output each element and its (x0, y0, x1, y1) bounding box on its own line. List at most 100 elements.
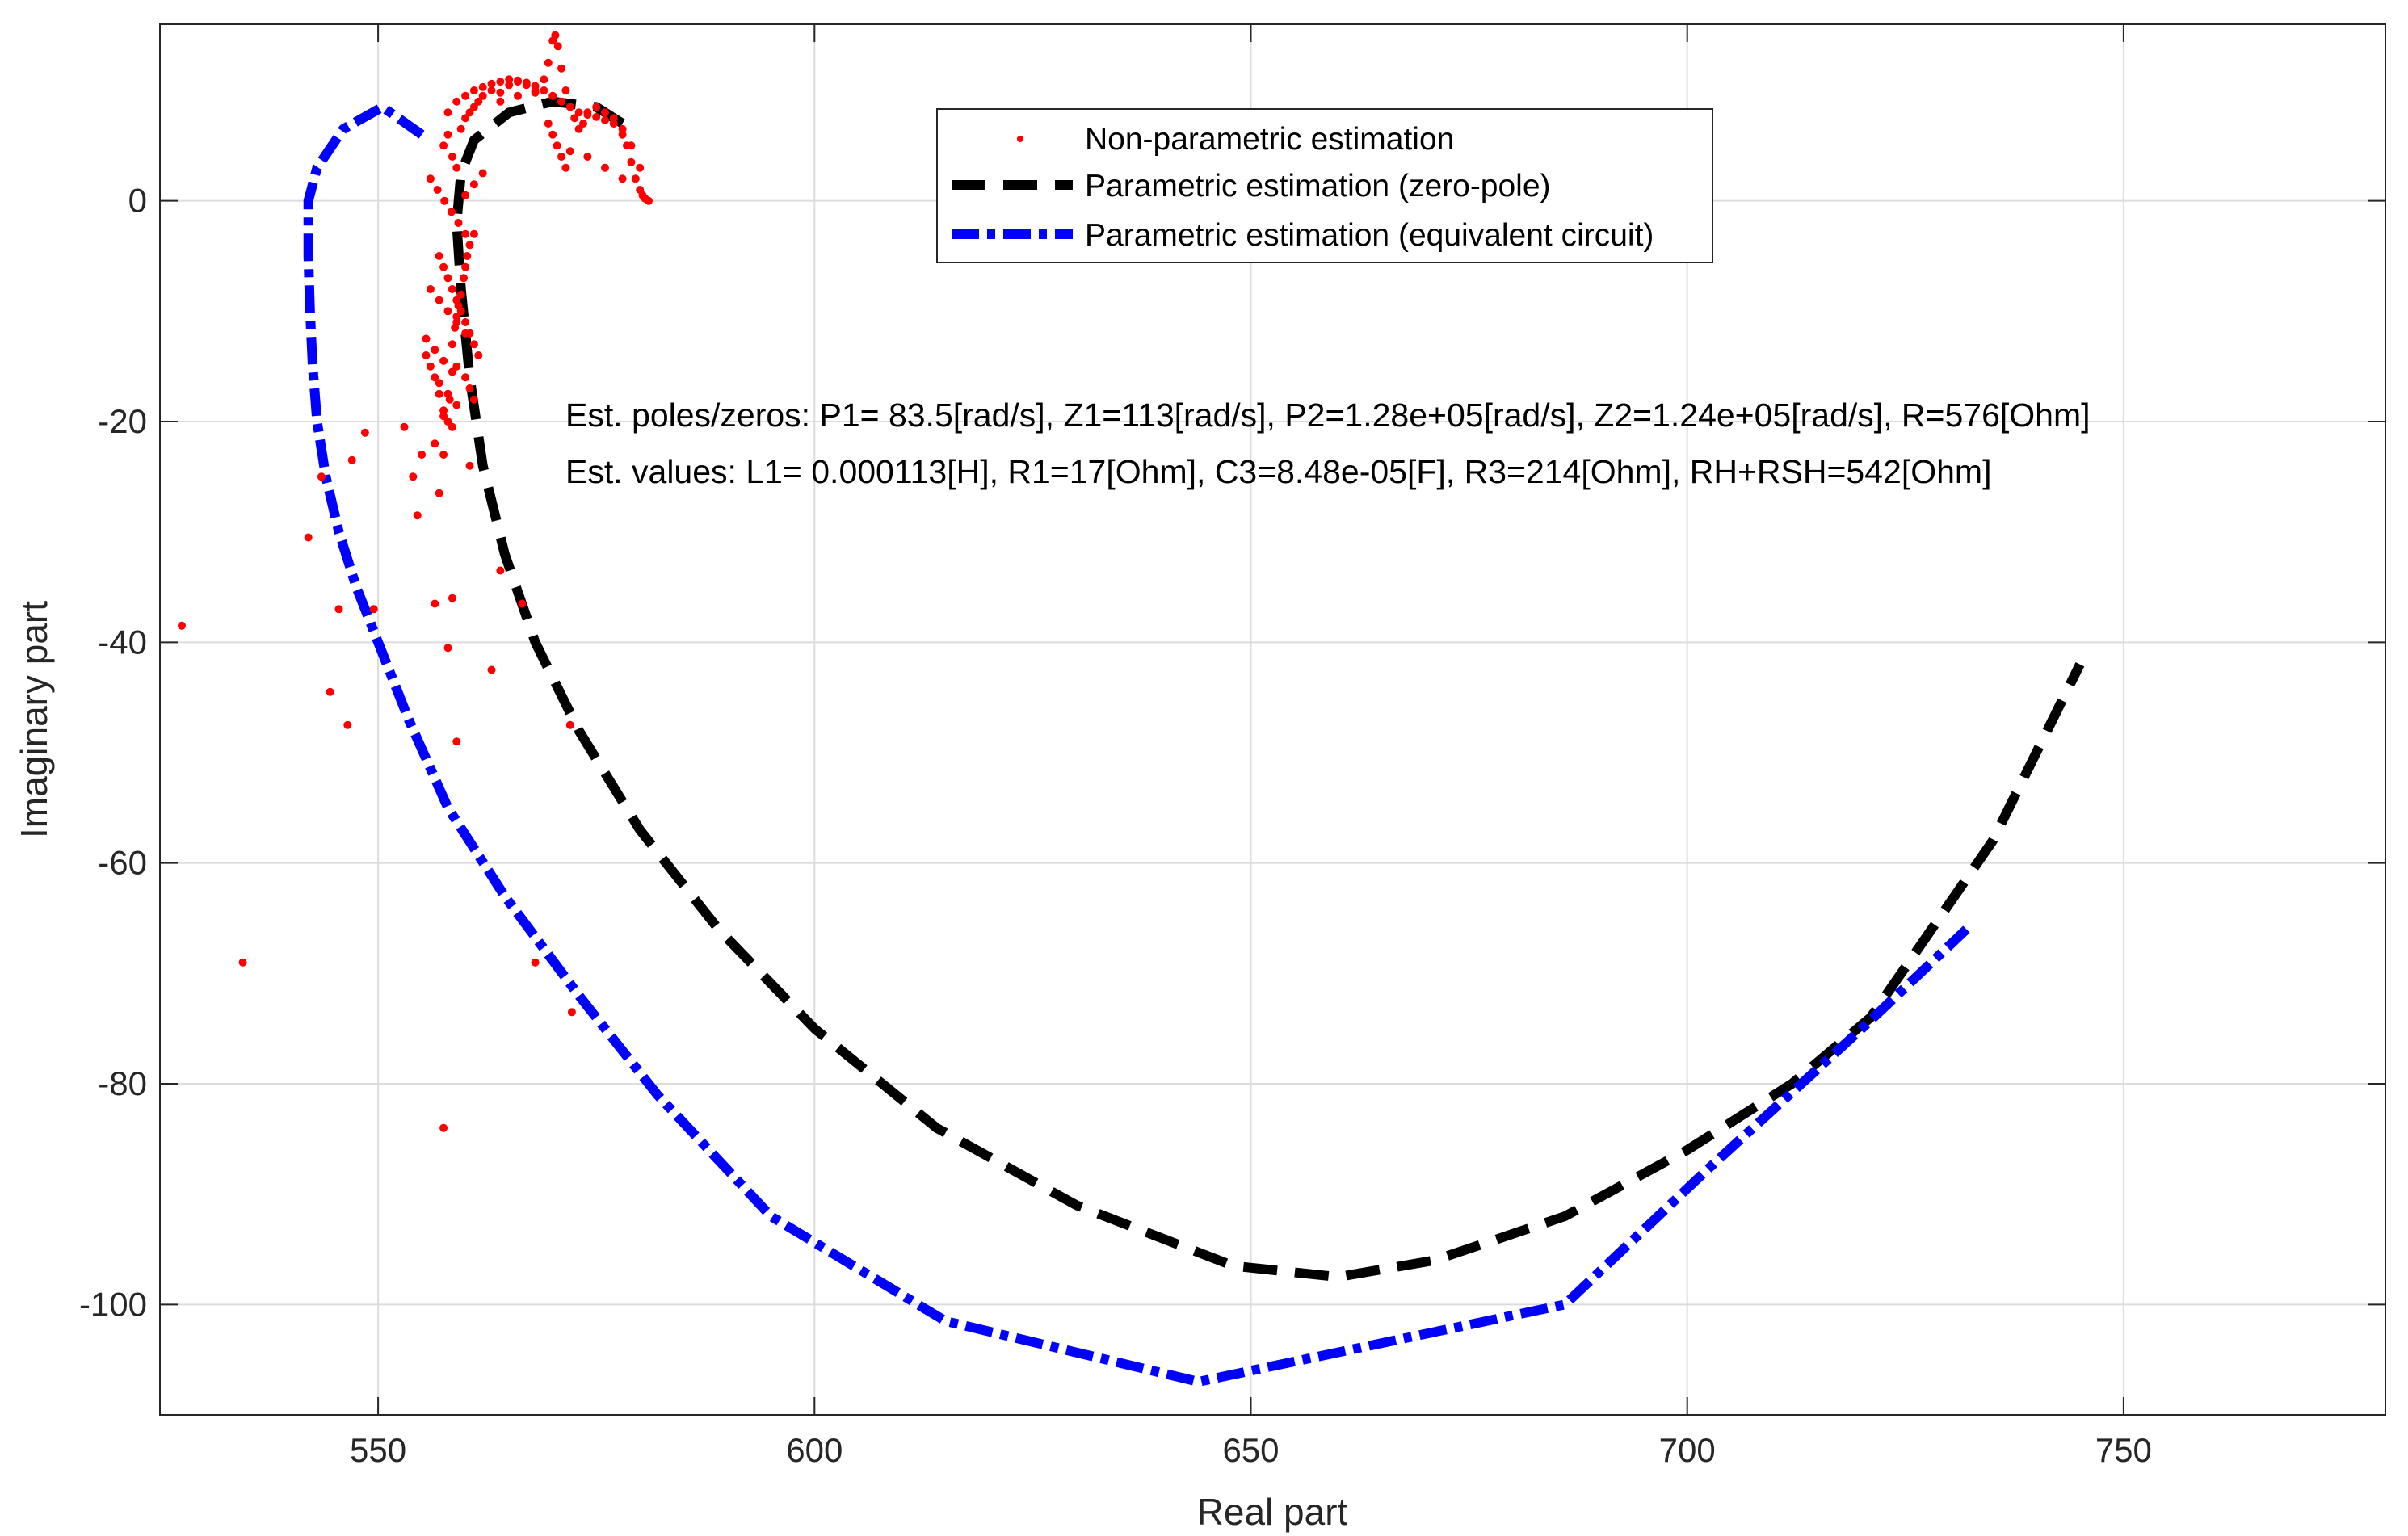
data-point (583, 153, 592, 161)
data-point (304, 533, 313, 542)
data-point (326, 687, 334, 696)
data-point (461, 114, 470, 123)
data-point (496, 78, 505, 86)
data-point (439, 1123, 448, 1132)
data-point (469, 86, 478, 94)
axis-ticks: 550 600 650 700 750 0 -20 -40 -60 -80 -100 (79, 24, 2385, 1469)
data-point (463, 252, 472, 260)
data-point (618, 174, 627, 183)
y-tick-label: -60 (98, 844, 147, 882)
data-point (592, 103, 601, 111)
data-point (496, 88, 505, 97)
data-point (487, 86, 496, 94)
data-point (561, 163, 570, 172)
data-point (474, 351, 483, 359)
data-point (443, 274, 452, 283)
data-point (461, 191, 470, 199)
data-point (435, 389, 443, 398)
data-point (567, 1008, 576, 1017)
data-point (531, 958, 540, 967)
data-point (418, 451, 427, 459)
data-point (496, 97, 505, 106)
data-point (465, 108, 474, 117)
data-point (544, 120, 553, 128)
data-point (400, 422, 409, 431)
data-point (439, 356, 448, 365)
data-point (448, 367, 456, 376)
data-point (478, 82, 487, 91)
data-point (531, 82, 540, 90)
data-point (487, 79, 496, 88)
data-point (548, 91, 557, 100)
data-point (461, 91, 470, 100)
data-point (443, 130, 452, 139)
data-point (465, 384, 474, 392)
data-point (553, 42, 562, 51)
data-point (469, 180, 478, 189)
data-point (439, 141, 448, 150)
data-point (422, 334, 431, 343)
annotation-poles-zeros: Est. poles/zeros: P1= 83.5[rad/s], Z1=11… (565, 397, 2091, 434)
legend-label-nonparametric: Non-parametric estimation (1085, 122, 1454, 157)
series-line-2 (303, 102, 1970, 1387)
data-point (178, 621, 186, 630)
x-tick-label: 550 (350, 1431, 406, 1469)
data-point (439, 406, 448, 415)
plot-frame (159, 23, 2386, 1416)
legend-label-equivalent-circuit: Parametric estimation (equivalent circui… (1085, 218, 1654, 253)
series-line-1 (452, 96, 2085, 1282)
legend-label-zero-pole: Parametric estimation (zero-pole) (1085, 169, 1551, 204)
x-tick-label: 700 (1659, 1431, 1716, 1469)
data-point (435, 379, 443, 388)
data-point (431, 599, 439, 608)
data-point (522, 78, 531, 87)
data-point (433, 186, 442, 194)
data-point (443, 418, 452, 426)
data-point (461, 262, 470, 271)
data-point (447, 208, 456, 216)
data-point (469, 103, 478, 111)
y-axis-label: Imaginary part (13, 601, 55, 838)
data-point (601, 108, 609, 117)
data-point (465, 241, 474, 250)
data-point (465, 461, 474, 470)
data-point (456, 290, 465, 299)
data-point (487, 665, 496, 674)
data-point (601, 115, 609, 124)
y-tick-label: -100 (79, 1285, 147, 1323)
data-point (443, 644, 452, 653)
data-point (645, 196, 653, 205)
data-point (478, 169, 487, 178)
data-point (565, 103, 574, 111)
data-point (514, 76, 522, 85)
data-point (478, 91, 487, 100)
data-point (452, 318, 461, 326)
data-point (518, 599, 527, 608)
data-point (514, 91, 522, 100)
data-point (443, 108, 452, 117)
data-point (553, 141, 561, 150)
data-point (448, 153, 456, 161)
data-point (469, 229, 478, 238)
data-point (565, 147, 574, 156)
y-tick-label: -20 (98, 402, 147, 440)
data-point (452, 97, 461, 106)
data-point (601, 163, 609, 172)
data-point (443, 389, 452, 398)
data-point (426, 174, 435, 183)
data-point (448, 340, 456, 349)
data-point (439, 451, 448, 459)
data-point (439, 412, 448, 421)
data-point (636, 163, 645, 172)
data-point (579, 120, 587, 128)
data-point (413, 511, 422, 520)
data-point (347, 455, 356, 464)
data-point (426, 362, 435, 371)
data-point (369, 605, 378, 614)
data-point (469, 395, 478, 404)
data-point (544, 58, 553, 67)
data-point (435, 296, 443, 304)
data-point (360, 428, 369, 437)
data-point (618, 124, 627, 133)
data-point (431, 439, 439, 448)
